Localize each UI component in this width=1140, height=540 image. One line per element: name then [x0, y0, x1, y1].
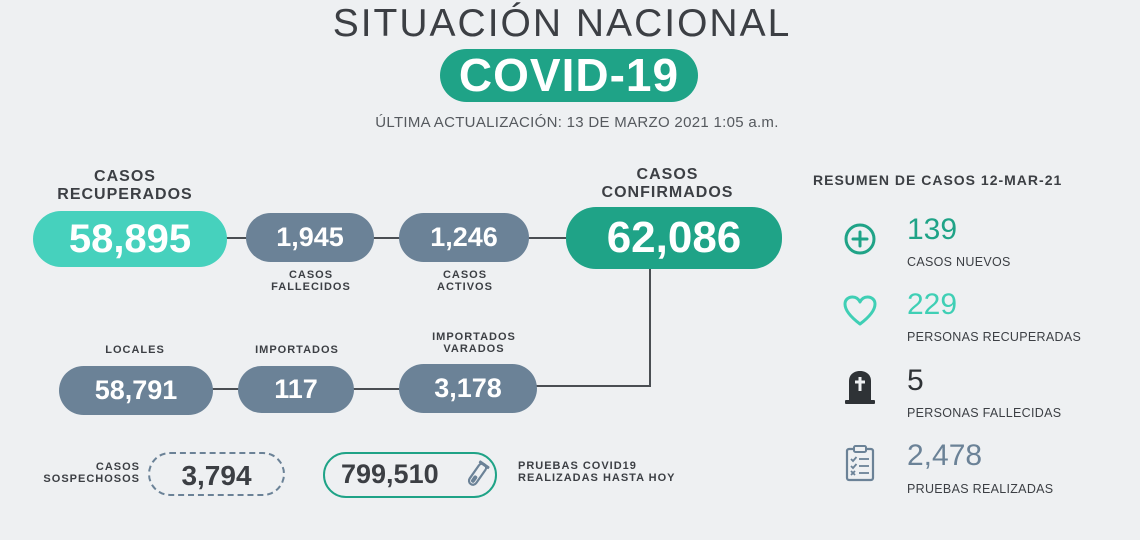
tombstone-icon: [843, 368, 877, 406]
tests-label-line1: PRUEBAS COVID19: [518, 460, 637, 472]
tests-value-pill: 799,510: [323, 452, 497, 498]
stranded-label-line2: VARADOS: [443, 343, 505, 356]
active-label-line2: ACTIVOS: [437, 281, 493, 294]
last-update-text: ÚLTIMA ACTUALIZACIÓN: 13 DE MARZO 2021 1…: [375, 114, 779, 131]
local-label: LOCALES: [105, 344, 165, 356]
covid-badge: COVID-19: [440, 49, 698, 102]
confirmed-value-pill: 62,086: [566, 207, 782, 269]
stranded-value-pill: 3,178: [399, 364, 537, 413]
deaths-value-pill: 1,945: [246, 213, 374, 262]
local-value-pill: 58,791: [59, 366, 213, 415]
stranded-label: IMPORTADOS VARADOS: [405, 331, 543, 355]
recovered-value-pill: 58,895: [33, 211, 227, 267]
clipboard-checklist-icon: [844, 444, 876, 482]
recovered-label: CASOS RECUPERADOS: [40, 168, 210, 203]
summary-new-cases-value: 139: [907, 213, 958, 246]
imported-label: IMPORTADOS: [255, 344, 339, 356]
summary-tests-value: 2,478: [907, 439, 983, 472]
suspected-value-pill: 3,794: [148, 452, 285, 496]
confirmed-label-line2: CONFIRMADOS: [601, 183, 734, 201]
summary-tests-label: PRUEBAS REALIZADAS: [907, 482, 1054, 496]
summary-recovered-value: 229: [907, 288, 958, 321]
confirmed-label: CASOS CONFIRMADOS: [580, 166, 755, 201]
tests-label: PRUEBAS COVID19 REALIZADAS HASTA HOY: [518, 460, 718, 484]
tests-value: 799,510: [341, 459, 439, 489]
active-label-line1: CASOS: [442, 269, 488, 281]
suspected-label-line2: SOSPECHOSOS: [43, 473, 140, 486]
deaths-label: CASOS FALLECIDOS: [246, 269, 376, 293]
suspected-label-line1: CASOS: [95, 461, 140, 473]
active-label: CASOS ACTIVOS: [400, 269, 530, 293]
summary-new-cases-label: CASOS NUEVOS: [907, 255, 1011, 269]
summary-recovered-label: PERSONAS RECUPERADAS: [907, 330, 1082, 344]
test-tube-icon: [463, 459, 491, 491]
summary-deaths-label: PERSONAS FALLECIDAS: [907, 406, 1062, 420]
summary-deaths-value: 5: [907, 364, 924, 397]
imported-value-pill: 117: [238, 366, 354, 413]
suspected-label: CASOS SOSPECHOSOS: [30, 461, 140, 485]
heart-icon: [842, 294, 878, 328]
deaths-label-line1: CASOS: [288, 269, 334, 281]
tests-label-line2: REALIZADAS HASTA HOY: [518, 472, 676, 485]
confirmed-label-line1: CASOS: [636, 166, 699, 183]
page-title: SITUACIÓN NACIONAL: [332, 2, 792, 45]
recovered-label-line2: RECUPERADOS: [57, 185, 193, 203]
active-value-pill: 1,246: [399, 213, 529, 262]
summary-title: RESUMEN DE CASOS 12-MAR-21: [813, 172, 1063, 188]
plus-circle-icon: [843, 222, 877, 256]
stranded-label-line1: IMPORTADOS: [432, 331, 516, 343]
recovered-label-line1: CASOS: [94, 168, 156, 185]
deaths-label-line2: FALLECIDOS: [271, 281, 351, 294]
